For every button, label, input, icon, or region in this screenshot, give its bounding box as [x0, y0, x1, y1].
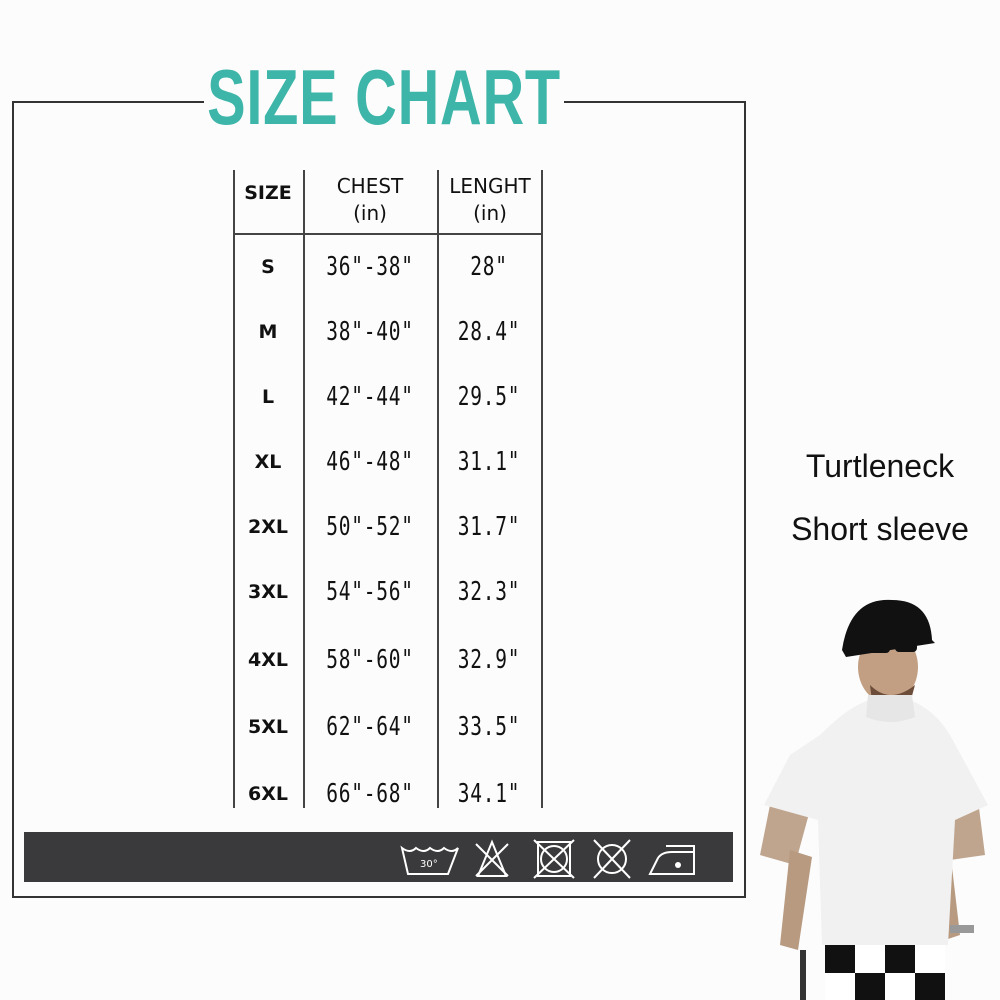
table-divider	[303, 170, 305, 808]
size-cell: 2XL	[248, 516, 288, 538]
table-divider	[233, 170, 235, 808]
length-cell: 32.3"	[457, 577, 521, 607]
table-divider	[437, 170, 439, 808]
chest-cell: 46"-48"	[326, 447, 414, 477]
chart-frame	[12, 102, 746, 898]
do-not-bleach-icon	[475, 839, 509, 877]
length-cell: 31.1"	[457, 447, 521, 477]
care-icons: 30°	[400, 839, 695, 879]
chest-cell: 42"-44"	[326, 382, 414, 412]
length-cell: 29.5"	[457, 382, 521, 412]
header-chest-unit: (in)	[353, 201, 387, 225]
frame-divider	[12, 101, 204, 103]
do-not-tumble-dry-icon	[533, 839, 575, 879]
size-cell: L	[261, 386, 275, 408]
size-cell: M	[258, 321, 278, 343]
length-cell: 34.1"	[457, 779, 521, 809]
size-cell: 3XL	[248, 581, 288, 603]
product-type: Turtleneck	[805, 448, 955, 484]
page-title: SIZE CHART	[207, 53, 561, 141]
header-size: SIZE	[244, 182, 292, 204]
length-cell: 31.7"	[457, 512, 521, 542]
chest-cell: 58"-60"	[326, 645, 414, 675]
chest-cell: 38"-40"	[326, 317, 414, 347]
length-cell: 33.5"	[457, 712, 521, 742]
header-divider	[233, 233, 542, 235]
product-sleeve: Short sleeve	[791, 511, 969, 547]
chest-cell: 66"-68"	[326, 779, 414, 809]
size-cell: 6XL	[248, 783, 288, 805]
chest-cell: 62"-64"	[326, 712, 414, 742]
size-cell: XL	[254, 451, 282, 473]
size-cell: 4XL	[248, 649, 288, 671]
chest-cell: 36"-38"	[326, 252, 414, 282]
wash-temperature: 30°	[420, 859, 438, 870]
header-length-label: LENGHT	[449, 174, 531, 198]
length-cell: 28.4"	[457, 317, 521, 347]
do-not-dry-clean-icon	[593, 839, 631, 879]
size-cell: S	[261, 256, 275, 278]
table-divider	[541, 170, 543, 808]
length-cell: 32.9"	[457, 645, 521, 675]
header-length-unit: (in)	[473, 201, 507, 225]
length-cell: 28"	[470, 252, 508, 282]
frame-divider	[564, 101, 746, 103]
chest-cell: 50"-52"	[326, 512, 414, 542]
wash-30-icon: 30°	[400, 845, 459, 875]
iron-low-icon	[648, 845, 695, 875]
model-photo	[760, 599, 988, 1000]
header-chest-label: CHEST	[336, 174, 404, 198]
size-cell: 5XL	[248, 716, 288, 738]
chest-cell: 54"-56"	[326, 577, 414, 607]
